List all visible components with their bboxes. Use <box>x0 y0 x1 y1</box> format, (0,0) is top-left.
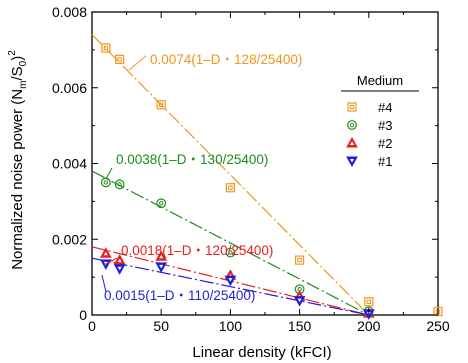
data-point <box>293 296 306 307</box>
fit-line <box>91 257 369 316</box>
data-point-circle-inner <box>228 250 233 255</box>
data-point <box>155 250 168 261</box>
x-tick-label: 200 <box>357 318 381 334</box>
data-point-circle <box>114 179 125 190</box>
legend-item-label: #4 <box>378 100 392 115</box>
y-axis-label: Normalized noise power (Nm/S0)2 <box>7 50 29 270</box>
y-axis-label-sub2: 0 <box>18 60 29 66</box>
y-tick-label: 0 <box>79 307 87 323</box>
data-point <box>99 247 112 258</box>
data-point-square <box>101 43 111 53</box>
x-tick-label: 100 <box>219 318 243 334</box>
fit-label: 0.0038(1–D・130/25400) <box>116 152 268 167</box>
data-point <box>101 43 111 53</box>
data-point-triangle-inner <box>350 141 354 145</box>
data-point <box>224 275 237 287</box>
data-point-circle <box>100 177 111 188</box>
data-point-circle <box>347 120 357 130</box>
data-point-square-inner <box>366 299 372 304</box>
data-point <box>225 247 236 258</box>
data-point-triangle-inner <box>297 298 302 303</box>
fit-label: 0.0018(1–D・120/25400) <box>121 243 273 258</box>
data-point <box>113 254 126 265</box>
data-point <box>347 120 357 130</box>
data-point <box>155 262 168 273</box>
data-point <box>156 100 166 110</box>
data-point <box>156 198 167 209</box>
fit-label-pointer <box>128 55 147 71</box>
fit-label-pointer <box>105 167 113 180</box>
y-tick-label: 0.006 <box>52 80 87 96</box>
data-point-square-inner <box>349 104 355 110</box>
y-tick-label: 0.002 <box>52 231 87 247</box>
data-point-square-inner <box>228 185 233 190</box>
data-point-circle <box>225 247 236 258</box>
data-point-square-inner <box>103 45 109 51</box>
data-point-square <box>225 183 235 193</box>
data-point-triangle-inner <box>117 266 122 271</box>
y-tick-label: 0.008 <box>52 4 87 20</box>
data-point <box>114 179 125 190</box>
data-point-circle <box>156 198 167 209</box>
data-point-triangle-inner <box>159 254 164 259</box>
x-tick-label: 50 <box>153 318 169 334</box>
y-axis-label-sup: 2 <box>7 50 18 56</box>
legend-item-label: #2 <box>378 136 392 151</box>
data-point-circle-inner <box>103 180 109 185</box>
data-point-triangle-inner <box>117 258 122 263</box>
legend-title: Medium <box>357 73 403 88</box>
data-point-square <box>115 54 125 64</box>
data-point-square-inner <box>297 257 302 263</box>
y-axis-label-sub: m <box>18 81 29 89</box>
x-axis-label: Linear density (kFCI) <box>192 344 331 361</box>
fit-line <box>91 170 370 316</box>
data-point <box>100 177 111 188</box>
data-point-square <box>433 306 443 317</box>
data-point-square <box>347 102 357 112</box>
data-point <box>364 297 374 307</box>
data-point-square <box>156 100 166 110</box>
data-point <box>295 255 305 265</box>
data-point <box>115 54 125 64</box>
y-axis-label-end: ) <box>9 56 26 61</box>
data-point <box>346 156 358 168</box>
data-point-square-inner <box>159 102 164 107</box>
data-point-triangle-inner <box>228 278 233 282</box>
fit-label: 0.0074(1–D・128/25400) <box>150 52 302 67</box>
data-point-circle-inner <box>349 122 355 128</box>
data-point-circle-inner <box>159 201 164 206</box>
data-point-triangle-inner <box>159 264 164 269</box>
fit-label-pointer <box>103 257 118 266</box>
x-tick-label: 250 <box>426 318 450 334</box>
x-tick-label: 0 <box>88 318 96 334</box>
x-tick-label: 150 <box>288 318 312 334</box>
data-point <box>113 264 126 275</box>
data-point-square-inner <box>117 57 122 62</box>
fit-label: 0.0015(1–D・110/25400) <box>104 288 255 303</box>
data-point <box>225 183 235 193</box>
data-point-triangle-inner <box>103 251 108 256</box>
data-point-square <box>295 255 305 265</box>
legend-item-label: #1 <box>378 154 392 169</box>
data-point-triangle-inner <box>350 159 354 163</box>
fit-label-pointer <box>101 274 107 293</box>
data-point-square <box>364 297 374 307</box>
data-point-circle-inner <box>117 182 122 187</box>
y-axis-label-mid: /S <box>9 66 26 80</box>
data-point <box>347 102 357 112</box>
y-axis-label-main: Normalized noise power (N <box>9 89 26 270</box>
y-tick-label: 0.004 <box>52 156 87 172</box>
data-point <box>346 136 358 148</box>
legend-item-label: #3 <box>378 118 392 133</box>
